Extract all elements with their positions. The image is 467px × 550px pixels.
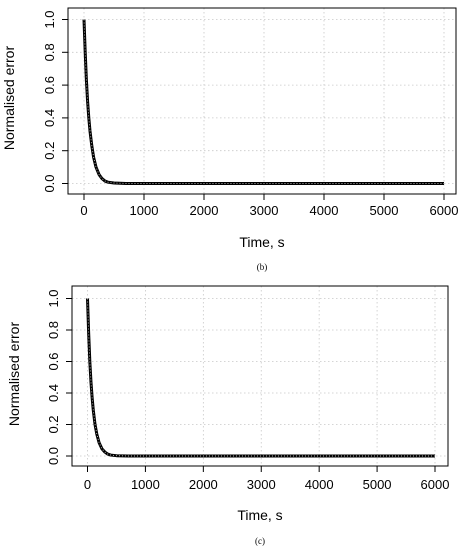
x-axis-label: Time, s — [239, 234, 284, 250]
x-tick-label: 2000 — [190, 203, 219, 218]
y-tick-label: 0.6 — [46, 352, 61, 370]
figure-caption: (c) — [255, 536, 265, 546]
chart-panel: 0 1000 2000 3000 4000 5000 6000 0.0 0.2 0.4 0.6 0.8… — [1, 7, 459, 272]
y-tick-label: 0.2 — [46, 415, 61, 433]
figure-caption: (b) — [257, 262, 268, 272]
x-tick-label: 1000 — [130, 203, 159, 218]
x-tick-label: 0 — [80, 203, 87, 218]
x-tick-label: 5000 — [370, 203, 399, 218]
x-tick-label: 2000 — [189, 477, 218, 492]
y-tick-label: 0.4 — [42, 109, 57, 127]
y-tick-label: 0.6 — [42, 76, 57, 94]
x-tick-label: 1000 — [131, 477, 160, 492]
y-axis-label: Normalised error — [6, 322, 22, 427]
plot-frame — [71, 285, 449, 467]
x-tick-label: 0 — [84, 477, 91, 492]
y-tick-label: 0.0 — [42, 174, 57, 192]
x-tick-label: 4000 — [305, 477, 334, 492]
y-tick-label: 0.8 — [42, 43, 57, 61]
y-tick-label: 0.0 — [46, 447, 61, 465]
y-tick-label: 0.8 — [46, 321, 61, 339]
y-tick-label: 1.0 — [42, 10, 57, 28]
series-line-overlay — [83, 19, 444, 184]
plot-frame — [67, 7, 457, 195]
y-tick-label: 0.4 — [46, 384, 61, 402]
series-line-overlay — [87, 298, 435, 457]
x-tick-label: 6000 — [421, 477, 450, 492]
x-tick-label: 5000 — [363, 477, 392, 492]
y-axis-label: Normalised error — [1, 46, 17, 151]
x-tick-label: 3000 — [250, 203, 279, 218]
x-axis-label: Time, s — [237, 507, 282, 523]
x-tick-label: 3000 — [247, 477, 276, 492]
chart-panel: 0 1000 2000 3000 4000 5000 6000 0.0 0.2 0.4 0.6 0.8… — [6, 285, 450, 546]
y-tick-label: 0.2 — [42, 142, 57, 160]
x-tick-label: 4000 — [310, 203, 339, 218]
y-tick-label: 1.0 — [46, 289, 61, 307]
x-tick-label: 6000 — [430, 203, 459, 218]
